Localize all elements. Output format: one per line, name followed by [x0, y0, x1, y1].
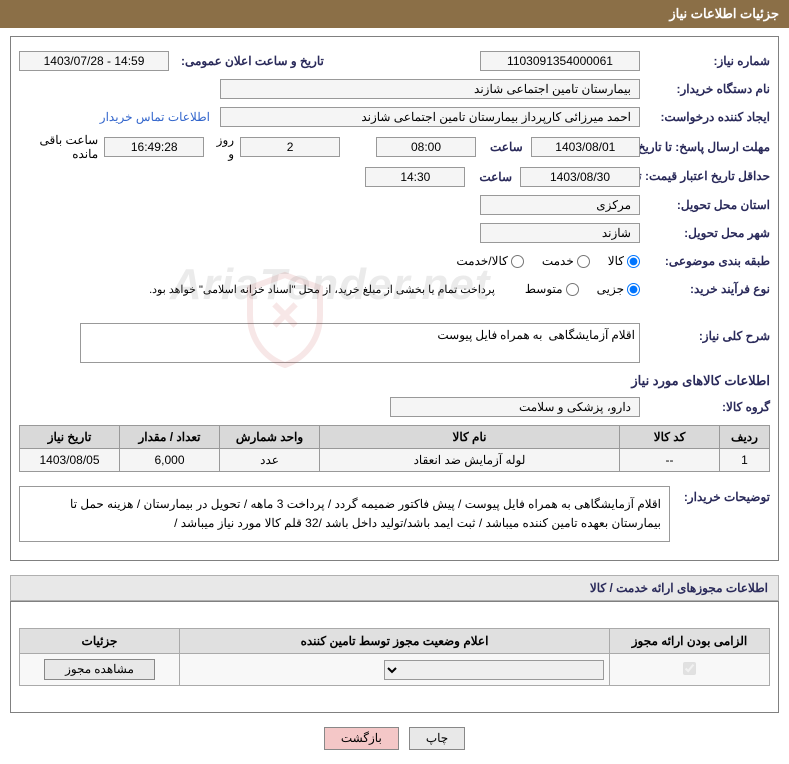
need-number-label: شماره نیاز: [640, 54, 770, 68]
radio-goods-service[interactable]: کالا/خدمت [456, 254, 523, 268]
response-deadline-label: مهلت ارسال پاسخ: تا تاریخ: [640, 140, 770, 154]
th-row: ردیف [720, 426, 770, 449]
print-button[interactable]: چاپ [409, 727, 465, 750]
page-title: جزئیات اطلاعات نیاز [669, 6, 779, 21]
main-info-section: شماره نیاز: 1103091354000061 تاریخ و ساع… [10, 36, 779, 561]
time-label-2: ساعت [473, 170, 512, 184]
radio-service[interactable]: خدمت [542, 254, 590, 268]
radio-medium-label: متوسط [525, 282, 563, 296]
table-header-row: ردیف کد کالا نام کالا واحد شمارش تعداد /… [20, 426, 770, 449]
th-details: جزئیات [20, 629, 180, 654]
buyer-desc-box: اقلام آزمایشگاهی به همراه فایل پیوست / پ… [19, 486, 670, 542]
radio-goods-service-label: کالا/خدمت [456, 254, 507, 268]
th-qty: تعداد / مقدار [120, 426, 220, 449]
table-row: 1--لوله آزمایش ضد انعقادعدد6,0001403/08/… [20, 449, 770, 472]
radio-medium[interactable]: متوسط [525, 282, 579, 296]
delivery-province-label: استان محل تحویل: [640, 198, 770, 212]
need-number-value: 1103091354000061 [480, 51, 640, 71]
general-desc-textarea[interactable] [80, 323, 640, 363]
purchase-type-radio-group: جزیی متوسط [525, 282, 640, 296]
radio-medium-input[interactable] [566, 283, 579, 296]
mandatory-checkbox [683, 662, 696, 675]
table-cell-date: 1403/08/05 [20, 449, 120, 472]
buyer-contact-link[interactable]: اطلاعات تماس خریدار [100, 110, 210, 124]
time-remaining-value: 16:49:28 [104, 137, 204, 157]
radio-small[interactable]: جزیی [597, 282, 640, 296]
table-cell-code: -- [620, 449, 720, 472]
goods-info-title: اطلاعات کالاهای مورد نیاز [19, 373, 770, 389]
th-date: تاریخ نیاز [20, 426, 120, 449]
time-label-1: ساعت [484, 140, 523, 154]
radio-small-label: جزیی [597, 282, 624, 296]
action-buttons-row: چاپ بازگشت [0, 727, 789, 750]
radio-goods-service-input[interactable] [511, 255, 524, 268]
th-code: کد کالا [620, 426, 720, 449]
radio-goods-label: کالا [608, 254, 624, 268]
status-select[interactable] [384, 660, 604, 680]
table-cell-name: لوله آزمایش ضد انعقاد [320, 449, 620, 472]
license-header-row: الزامی بودن ارائه مجوز اعلام وضعیت مجوز … [20, 629, 770, 654]
validity-time-value: 14:30 [365, 167, 465, 187]
remaining-label: ساعت باقی مانده [19, 133, 98, 161]
buyer-desc-label: توضیحات خریدار: [670, 480, 770, 504]
license-section-header: اطلاعات مجوزهای ارائه خدمت / کالا [10, 575, 779, 601]
th-name: نام کالا [320, 426, 620, 449]
goods-table: ردیف کد کالا نام کالا واحد شمارش تعداد /… [19, 425, 770, 472]
buyer-org-value: بیمارستان تامین اجتماعی شازند [220, 79, 640, 99]
days-remaining-value: 2 [240, 137, 340, 157]
delivery-city-label: شهر محل تحویل: [640, 226, 770, 240]
th-status: اعلام وضعیت مجوز توسط تامین کننده [180, 629, 610, 654]
license-section: الزامی بودن ارائه مجوز اعلام وضعیت مجوز … [10, 601, 779, 713]
category-radio-group: کالا خدمت کالا/خدمت [456, 254, 640, 268]
th-mandatory: الزامی بودن ارائه مجوز [610, 629, 770, 654]
requester-value: احمد میرزائی کارپرداز بیمارستان تامین اج… [220, 107, 640, 127]
general-desc-label: شرح کلی نیاز: [640, 323, 770, 343]
license-table: الزامی بودن ارائه مجوز اعلام وضعیت مجوز … [19, 628, 770, 686]
goods-group-value: دارو، پزشکی و سلامت [390, 397, 640, 417]
announce-datetime-value: 14:59 - 1403/07/28 [19, 51, 169, 71]
radio-service-input[interactable] [577, 255, 590, 268]
delivery-city-value: شازند [480, 223, 640, 243]
requester-label: ایجاد کننده درخواست: [640, 110, 770, 124]
category-label: طبقه بندی موضوعی: [640, 254, 770, 268]
payment-note: پرداخت تمام یا بخشی از مبلغ خرید، از محل… [149, 283, 495, 296]
radio-goods[interactable]: کالا [608, 254, 640, 268]
table-cell-row: 1 [720, 449, 770, 472]
response-time-value: 08:00 [376, 137, 476, 157]
page-header: جزئیات اطلاعات نیاز [0, 0, 789, 28]
validity-date-value: 1403/08/30 [520, 167, 640, 187]
buyer-org-label: نام دستگاه خریدار: [640, 82, 770, 96]
view-license-button[interactable]: مشاهده مجوز [44, 659, 155, 680]
purchase-type-label: نوع فرآیند خرید: [640, 282, 770, 296]
table-cell-qty: 6,000 [120, 449, 220, 472]
delivery-province-value: مرکزی [480, 195, 640, 215]
back-button[interactable]: بازگشت [324, 727, 399, 750]
radio-service-label: خدمت [542, 254, 574, 268]
validity-label: حداقل تاریخ اعتبار قیمت: تا تاریخ: [640, 169, 770, 185]
th-unit: واحد شمارش [220, 426, 320, 449]
days-and-label: روز و [210, 133, 234, 161]
radio-goods-input[interactable] [627, 255, 640, 268]
license-row: مشاهده مجوز [20, 654, 770, 686]
announce-datetime-label: تاریخ و ساعت اعلان عمومی: [175, 54, 324, 68]
goods-group-label: گروه کالا: [640, 400, 770, 414]
response-date-value: 1403/08/01 [531, 137, 640, 157]
table-cell-unit: عدد [220, 449, 320, 472]
radio-small-input[interactable] [627, 283, 640, 296]
